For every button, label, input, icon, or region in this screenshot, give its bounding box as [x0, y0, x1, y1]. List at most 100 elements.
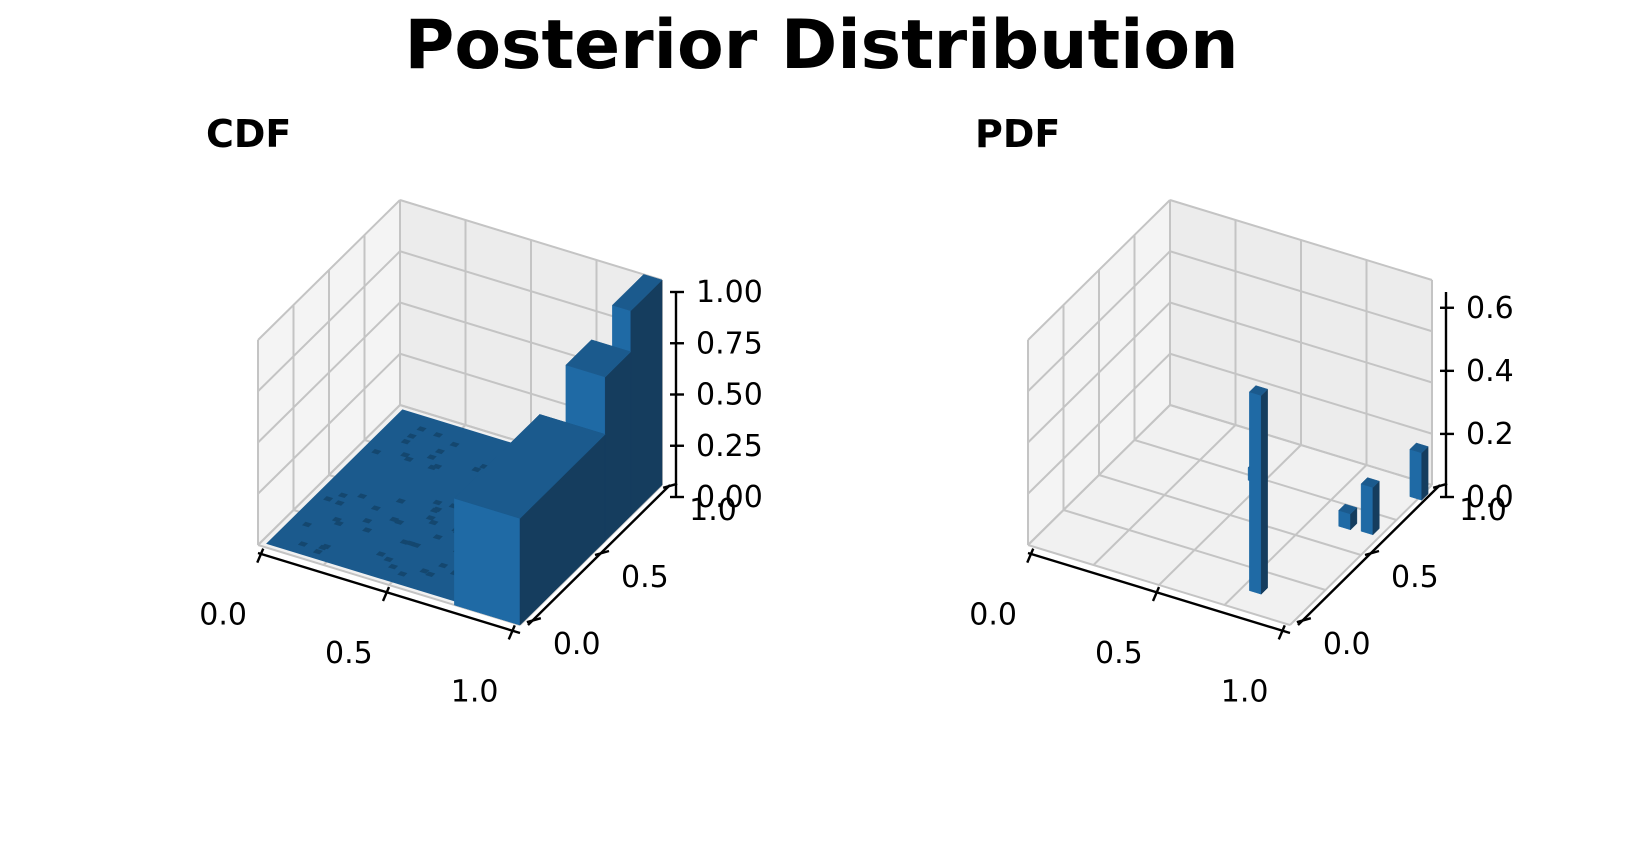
x-tick	[1151, 586, 1161, 602]
left-gridline	[1027, 250, 1171, 392]
pdf-bar-front	[1409, 448, 1422, 501]
cdf-floor-cell	[416, 426, 427, 432]
cdf-floor-cell	[297, 541, 308, 547]
cdf-floor-cell	[438, 562, 449, 569]
y-tick-label: 0.0	[1323, 627, 1371, 662]
cdf-floor-cell	[312, 548, 323, 555]
cdf-floor-cell	[395, 498, 406, 504]
y-tick	[526, 617, 542, 624]
cdf-floor-cell	[403, 456, 414, 462]
cdf-floor-cell	[383, 556, 394, 563]
pdf-bar-side	[1421, 446, 1429, 501]
cdf-floor-cell	[434, 448, 445, 455]
cdf-floor-cell	[471, 466, 482, 473]
cdf-floor-cell	[429, 507, 440, 514]
cdf-floor-cell	[397, 571, 408, 577]
cdf-floor-cell	[400, 438, 411, 445]
x-tick-label: 0.0	[199, 598, 247, 633]
pdf-3d-plot: 0.00.51.00.00.51.00.00.20.40.6	[969, 199, 1514, 709]
z-tick-label: 0.00	[696, 480, 763, 515]
cdf-floor-cell	[357, 493, 368, 499]
z-tick-label: 1.00	[696, 275, 763, 310]
cdf-floor-cell	[389, 516, 400, 523]
cdf-floor-cell	[400, 452, 411, 458]
cdf-bar-block-side	[604, 351, 632, 542]
cdf-bar-block-top	[565, 339, 632, 378]
x-tick	[381, 586, 391, 602]
x-axis-line	[257, 551, 521, 635]
left-gridline	[257, 301, 401, 444]
pdf-bar-front	[1249, 391, 1262, 595]
cdf-floor-cell	[432, 432, 443, 438]
x-tick	[256, 548, 265, 564]
floor-gridline	[1289, 484, 1433, 626]
floor-gridline	[1098, 474, 1362, 556]
cdf-floor-cell	[323, 496, 334, 502]
left-gridline	[257, 199, 401, 341]
cdf-floor-cell	[405, 540, 416, 546]
left-gridline	[1027, 353, 1171, 495]
y-tick	[662, 482, 678, 489]
cdf-3d-plot: 0.00.51.00.00.51.00.000.250.500.751.00	[199, 199, 763, 709]
cdf-floor-cell	[432, 534, 443, 540]
cdf-floor-cell	[426, 454, 437, 460]
cdf-floor-cell	[406, 433, 417, 439]
x-tick	[1026, 548, 1035, 564]
back-gridline	[1169, 301, 1433, 384]
cdf-floor-cell	[449, 441, 460, 448]
back-gridline	[1169, 199, 1433, 281]
cdf-floor-cell	[331, 516, 342, 523]
back-gridline	[399, 199, 663, 281]
left-gridline	[257, 250, 401, 392]
cdf-floor-cell	[425, 515, 436, 521]
pdf-bar-top	[1409, 442, 1429, 454]
back-gridline	[1169, 352, 1433, 435]
pdf-bar-front	[1360, 483, 1374, 536]
y-tick-label: 1.0	[1459, 493, 1507, 528]
x-axis-line	[1027, 551, 1291, 635]
pdf-bar-side	[1260, 388, 1268, 595]
pdf-bar-top	[1360, 477, 1380, 488]
cdf-floor-cell	[375, 551, 386, 557]
pdf-panel-title: PDF	[975, 112, 1061, 156]
cdf-floor-cell	[362, 527, 373, 533]
pdf-bar-top	[1248, 385, 1269, 396]
cdf-floor-cell	[371, 449, 382, 455]
y-tick	[1432, 482, 1448, 489]
cdf-floor-cell	[427, 464, 438, 471]
figure-title: Posterior Distribution	[404, 6, 1239, 85]
x-tick-label: 0.0	[969, 598, 1017, 633]
cdf-floor-cell	[419, 568, 430, 574]
y-tick-label: 1.0	[689, 493, 737, 528]
cdf-floor-cell	[388, 563, 399, 570]
left-gridline	[1027, 404, 1171, 546]
z-tick-label: 0.4	[1466, 354, 1514, 389]
left-gridline	[257, 353, 401, 495]
x-tick	[1277, 624, 1286, 640]
cdf-floor-cell	[432, 499, 443, 506]
y-tick	[1296, 617, 1312, 624]
z-tick-label: 0.0	[1466, 480, 1514, 515]
pdf-bar-top	[1338, 503, 1358, 515]
cdf-floor-cell	[318, 544, 329, 551]
x-tick-label: 1.0	[1221, 674, 1269, 709]
y-tick-label: 0.5	[621, 560, 669, 595]
left-gridline	[1027, 199, 1171, 341]
z-tick-label: 0.2	[1466, 417, 1514, 452]
z-tick-label: 0.75	[696, 326, 763, 361]
y-tick-label: 0.0	[553, 627, 601, 662]
pdf-bar-side	[1372, 480, 1380, 536]
z-tick-label: 0.6	[1466, 291, 1514, 326]
cdf-bar-front-block-top	[454, 414, 606, 519]
cdf-floor-cell	[302, 521, 313, 528]
x-tick-label: 0.5	[325, 636, 373, 671]
cdf-panel-title: CDF	[206, 112, 292, 156]
cdf-floor-cell	[425, 571, 436, 577]
x-tick-label: 1.0	[451, 674, 499, 709]
cdf-floor-cell	[370, 505, 381, 511]
cdf-bar-front-block-front	[454, 498, 521, 626]
y-tick-label: 0.5	[1391, 560, 1439, 595]
z-tick-label: 0.25	[696, 429, 763, 464]
left-gridline	[257, 404, 401, 546]
